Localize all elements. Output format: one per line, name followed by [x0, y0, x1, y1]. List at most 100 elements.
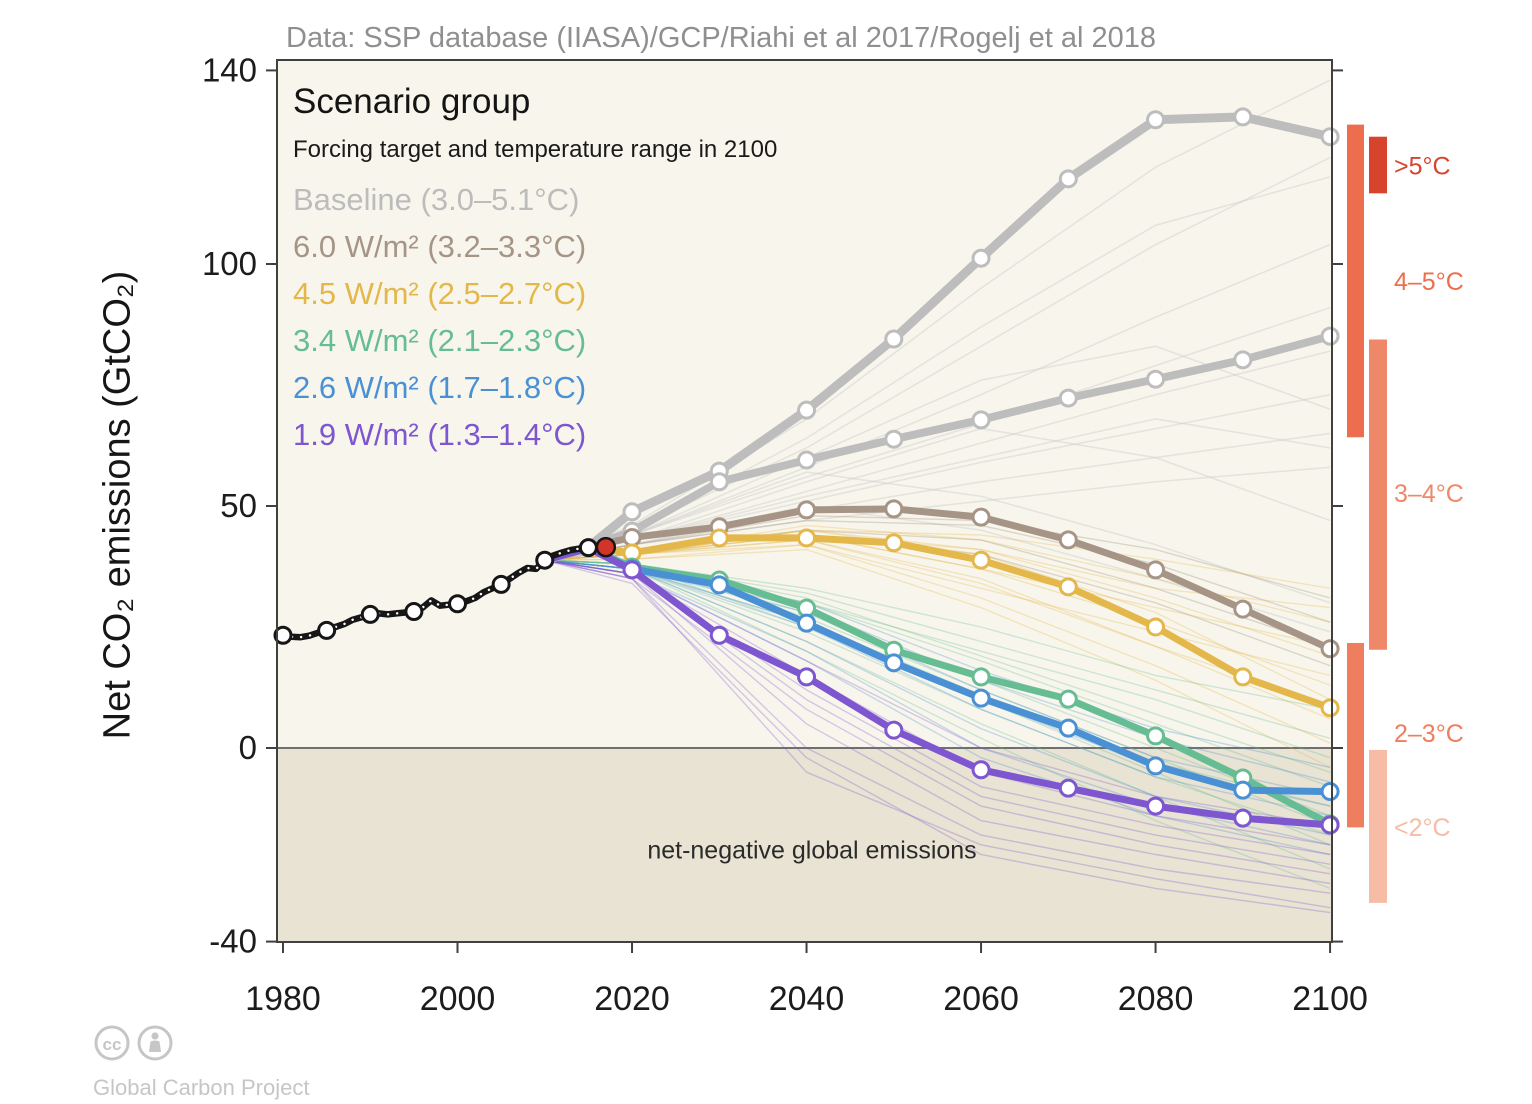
- net-negative-region: [277, 748, 1332, 942]
- ensemble-line-3.4: [544, 559, 1331, 890]
- legend-entries: Baseline (3.0–5.1°C) 6.0 W/m² (3.2–3.3°C)…: [293, 176, 777, 458]
- series-marker-forcing-6.0: [622, 527, 642, 547]
- historical-marker: [578, 538, 598, 558]
- temp-bar: [1369, 339, 1387, 650]
- series-marker-baseline-high: [971, 248, 991, 268]
- legend-entry: 4.5 W/m² (2.5–2.7°C): [293, 276, 587, 311]
- attribution-person-icon: [137, 1025, 173, 1061]
- series-marker-baseline-low: [884, 429, 904, 449]
- series-marker-forcing-3.4: [971, 667, 991, 687]
- series-marker-forcing-2.6: [709, 575, 729, 595]
- ensemble-line-2.6: [544, 559, 1331, 856]
- x-tick-label: 2060: [943, 980, 1019, 1018]
- ensemble-line-1.9: [544, 559, 1331, 885]
- net-negative-label: net-negative global emissions: [647, 836, 977, 865]
- legend-entry: 6.0 W/m² (3.2–3.3°C): [293, 229, 587, 264]
- y-tick-label: 100: [202, 245, 257, 282]
- historical-marker: [317, 620, 337, 640]
- series-marker-forcing-1.9: [971, 760, 991, 780]
- series-marker-baseline-low: [1058, 388, 1078, 408]
- series-marker-baseline-high: [1320, 127, 1340, 147]
- y-tick-label: 140: [202, 51, 257, 88]
- series-marker-forcing-1.9: [1320, 815, 1340, 835]
- temp-bar: [1369, 136, 1387, 194]
- ensemble-line-2.6: [544, 559, 1331, 836]
- series-marker-forcing-2.6: [1233, 780, 1253, 800]
- series-marker-forcing-4.5: [971, 550, 991, 570]
- series-marker-forcing-1.9: [884, 720, 904, 740]
- series-marker-baseline-high: [1146, 110, 1166, 130]
- ensemble-line-baseline: [544, 432, 1331, 561]
- series-marker-baseline-high: [1058, 169, 1078, 189]
- x-tick-label: 2000: [420, 980, 496, 1018]
- ensemble-line-1.9: [544, 559, 1331, 875]
- series-marker-forcing-6.0: [1320, 639, 1340, 659]
- series-marker-baseline-high: [1233, 107, 1253, 127]
- series-marker-baseline-high: [884, 329, 904, 349]
- legend-entry: Baseline (3.0–5.1°C): [293, 182, 580, 217]
- series-marker-baseline-low: [1146, 369, 1166, 389]
- x-tick-label: 2040: [769, 980, 845, 1018]
- ensemble-line-1.9: [544, 559, 1331, 914]
- ensemble-line-6.0: [544, 519, 1331, 623]
- series-marker-baseline-high: [797, 400, 817, 420]
- cc-icon: cc: [94, 1025, 130, 1061]
- temp-bar: [1347, 124, 1364, 438]
- ensemble-line-4.5: [544, 544, 1331, 744]
- series-marker-baseline-low: [797, 450, 817, 470]
- legend: Scenario group Forcing target and temper…: [293, 82, 777, 458]
- series-marker-baseline-low: [1320, 326, 1340, 346]
- series-marker-forcing-6.0: [797, 500, 817, 520]
- ensemble-line-2.6: [544, 559, 1331, 769]
- ensemble-line-4.5: [544, 529, 1331, 589]
- svg-text:cc: cc: [103, 1035, 122, 1054]
- series-marker-forcing-4.5: [1058, 577, 1078, 597]
- series-marker-baseline-low: [709, 472, 729, 492]
- legend-entry: 2.6 W/m² (1.7–1.8°C): [293, 370, 587, 405]
- series-marker-baseline-low: [971, 410, 991, 430]
- series-marker-baseline-high: [622, 502, 642, 522]
- temp-bar-label: <2°C: [1394, 814, 1451, 842]
- series-marker-forcing-1.9: [797, 667, 817, 687]
- series-marker-forcing-4.5: [1320, 698, 1340, 718]
- series-marker-forcing-2.6: [971, 688, 991, 708]
- series-marker-forcing-6.0: [1233, 599, 1253, 619]
- series-marker-forcing-4.5: [1146, 617, 1166, 637]
- footer: cc Global Carbon Project: [93, 1024, 309, 1101]
- series-marker-forcing-3.4: [1058, 689, 1078, 709]
- series-marker-forcing-4.5: [1233, 667, 1253, 687]
- series-marker-forcing-4.5: [797, 528, 817, 548]
- x-tick-label: 2080: [1118, 980, 1194, 1018]
- ensemble-line-4.5: [544, 539, 1331, 706]
- ensemble-line-1.9: [544, 559, 1331, 909]
- legend-subtitle: Forcing target and temperature range in …: [293, 136, 778, 163]
- latest-year-dot: [595, 536, 617, 558]
- historical-marker: [273, 625, 293, 645]
- series-marker-forcing-3.4: [1146, 726, 1166, 746]
- ensemble-line-1.9: [544, 559, 1331, 827]
- x-tick-label: 1980: [245, 980, 321, 1018]
- series-marker-forcing-2.6: [1146, 756, 1166, 776]
- series-marker-forcing-4.5: [884, 533, 904, 553]
- historical-marker: [448, 594, 468, 614]
- plot-border: [276, 59, 1333, 943]
- temp-bar: [1369, 749, 1387, 903]
- series-marker-forcing-1.9: [1146, 796, 1166, 816]
- temp-bar-label: 3–4°C: [1394, 480, 1464, 508]
- series-marker-forcing-2.6: [1058, 718, 1078, 738]
- ensemble-line-1.9: [544, 559, 1331, 894]
- series-marker-baseline-low: [1233, 350, 1253, 370]
- legend-entry: 3.4 W/m² (2.1–2.3°C): [293, 323, 587, 358]
- y-tick-label: 0: [239, 729, 257, 766]
- y-tick-label: -40: [209, 923, 257, 960]
- ensemble-line-4.5: [544, 539, 1331, 720]
- series-marker-forcing-6.0: [1058, 530, 1078, 550]
- temp-bar-label: 2–3°C: [1394, 720, 1464, 748]
- historical-marker: [535, 550, 555, 570]
- series-marker-forcing-6.0: [971, 507, 991, 527]
- y-tick-label: 50: [220, 487, 257, 524]
- ensemble-line-1.9: [544, 559, 1331, 865]
- series-marker-forcing-1.9: [622, 560, 642, 580]
- series-marker-forcing-4.5: [709, 528, 729, 548]
